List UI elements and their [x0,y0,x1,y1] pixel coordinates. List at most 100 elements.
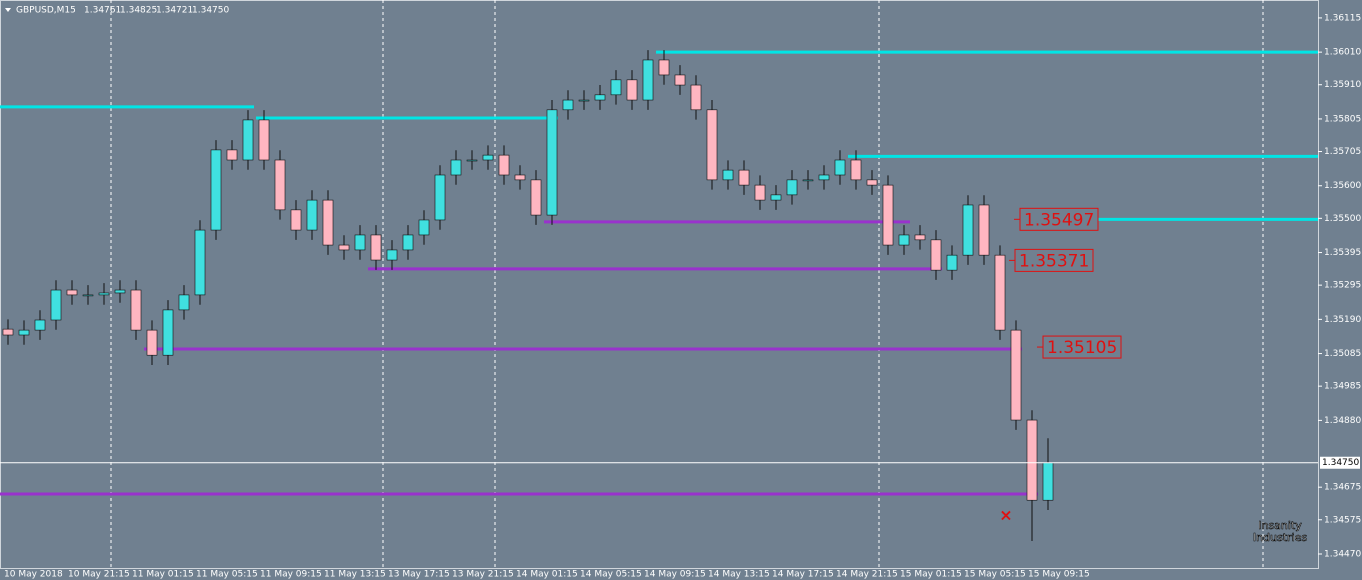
y-tick-label: 1.35705 [1324,147,1361,157]
candle-body [578,99,590,102]
candle-body [386,249,398,261]
candle-body [882,184,894,246]
candle-body [642,59,654,101]
candle-body [98,292,110,296]
y-tick-label: 1.36010 [1324,48,1361,58]
candle-body [466,159,478,162]
x-tick-label: 13 May 17:15 [388,570,450,580]
candle-body [194,229,206,296]
price-label: 1.35105 [1047,338,1117,358]
x-tick-label: 10 May 21:15 [68,570,130,580]
x-tick-label: 14 May 13:15 [708,570,770,580]
candle-body [82,294,94,297]
price-label-box [1014,248,1094,272]
candle-body [866,179,878,186]
ohlc-high: 1.34825 [120,6,157,16]
y-tick-label: 1.35190 [1324,315,1361,325]
x-tick-label: 15 May 05:15 [964,570,1026,580]
candle-body [914,234,926,241]
cross-marker: × [999,506,1012,525]
candle-body [994,254,1006,331]
x-tick-label: 14 May 01:15 [516,570,578,580]
candle-body [818,174,830,181]
candle-body [722,169,734,181]
candle-body [434,174,446,221]
candle-body [450,159,462,176]
menu-arrow[interactable] [5,8,11,12]
candle-body [338,244,350,251]
y-tick-label: 1.34880 [1324,416,1361,426]
y-tick-label: 1.35910 [1324,80,1361,90]
candle-body [130,289,142,331]
x-tick-label: 14 May 09:15 [644,570,706,580]
candle-body [754,184,766,201]
candle-body [898,234,910,246]
y-tick-label: 1.35395 [1324,248,1361,258]
price-label-box [1019,207,1099,231]
candle-body [1042,462,1054,501]
candle-body [258,119,270,161]
candle-body [546,109,558,216]
y-tick-label: 1.34575 [1324,515,1361,525]
candle-body [930,239,942,271]
candle-body [978,204,990,256]
candle-body [1010,329,1022,421]
x-tick-label: 11 May 13:15 [324,570,386,580]
y-tick-label: 1.34470 [1324,549,1361,559]
x-tick-label: 14 May 21:15 [836,570,898,580]
candle-body [114,289,126,294]
y-tick-label: 1.35085 [1324,349,1361,359]
candle-body [274,159,286,211]
price-label: 1.35497 [1024,210,1094,230]
price-label: 1.35371 [1019,251,1089,271]
y-tick-label: 1.35600 [1324,181,1361,191]
candle-body [66,289,78,296]
y-tick-label: 1.35500 [1324,214,1361,224]
candle-body [690,84,702,111]
candle-body [562,99,574,111]
x-tick-label: 15 May 09:15 [1028,570,1090,580]
candle-body [34,319,46,331]
candle-body [482,154,494,161]
candle-body [498,154,510,176]
candle-body [2,328,14,336]
candle-body [658,59,670,76]
symbol: GBPUSD,M15 [16,6,76,16]
candle-body [1026,419,1038,501]
candle-body [514,174,526,181]
plot-frame [0,0,1319,569]
ohlc-close: 1.34750 [192,6,229,16]
candle-body [962,204,974,256]
current-price-box [1320,456,1360,469]
price-label-box [1042,335,1122,359]
watermark: Industries [1253,531,1308,544]
candle-body [738,169,750,186]
candle-body [242,119,254,161]
candle-body [946,254,958,271]
period-separators [110,0,1264,568]
x-tick-label: 13 May 21:15 [452,570,514,580]
x-tick-label: 11 May 05:15 [196,570,258,580]
candle-body [674,74,686,86]
y-tick-label: 1.35805 [1324,114,1361,124]
candle-body [418,219,430,236]
x-tick-label: 14 May 05:15 [580,570,642,580]
candle-body [370,234,382,261]
candle-body [770,194,782,201]
candle-body [402,234,414,251]
x-tick-label: 14 May 17:15 [772,570,834,580]
ohlc-open: 1.34761 [84,6,121,16]
y-tick-label: 1.34675 [1324,483,1361,493]
candle-body [530,179,542,216]
y-tick-label: 1.36115 [1324,13,1361,23]
candle-body [706,109,718,181]
candle-body [18,329,30,336]
y-tick-label: 1.34985 [1324,382,1361,392]
candle-body [354,234,366,251]
current-price-label: 1.34750 [1322,458,1359,468]
candle-body [610,79,622,96]
x-tick-label: 11 May 09:15 [260,570,322,580]
ohlc-low: 1.34721 [156,6,193,16]
